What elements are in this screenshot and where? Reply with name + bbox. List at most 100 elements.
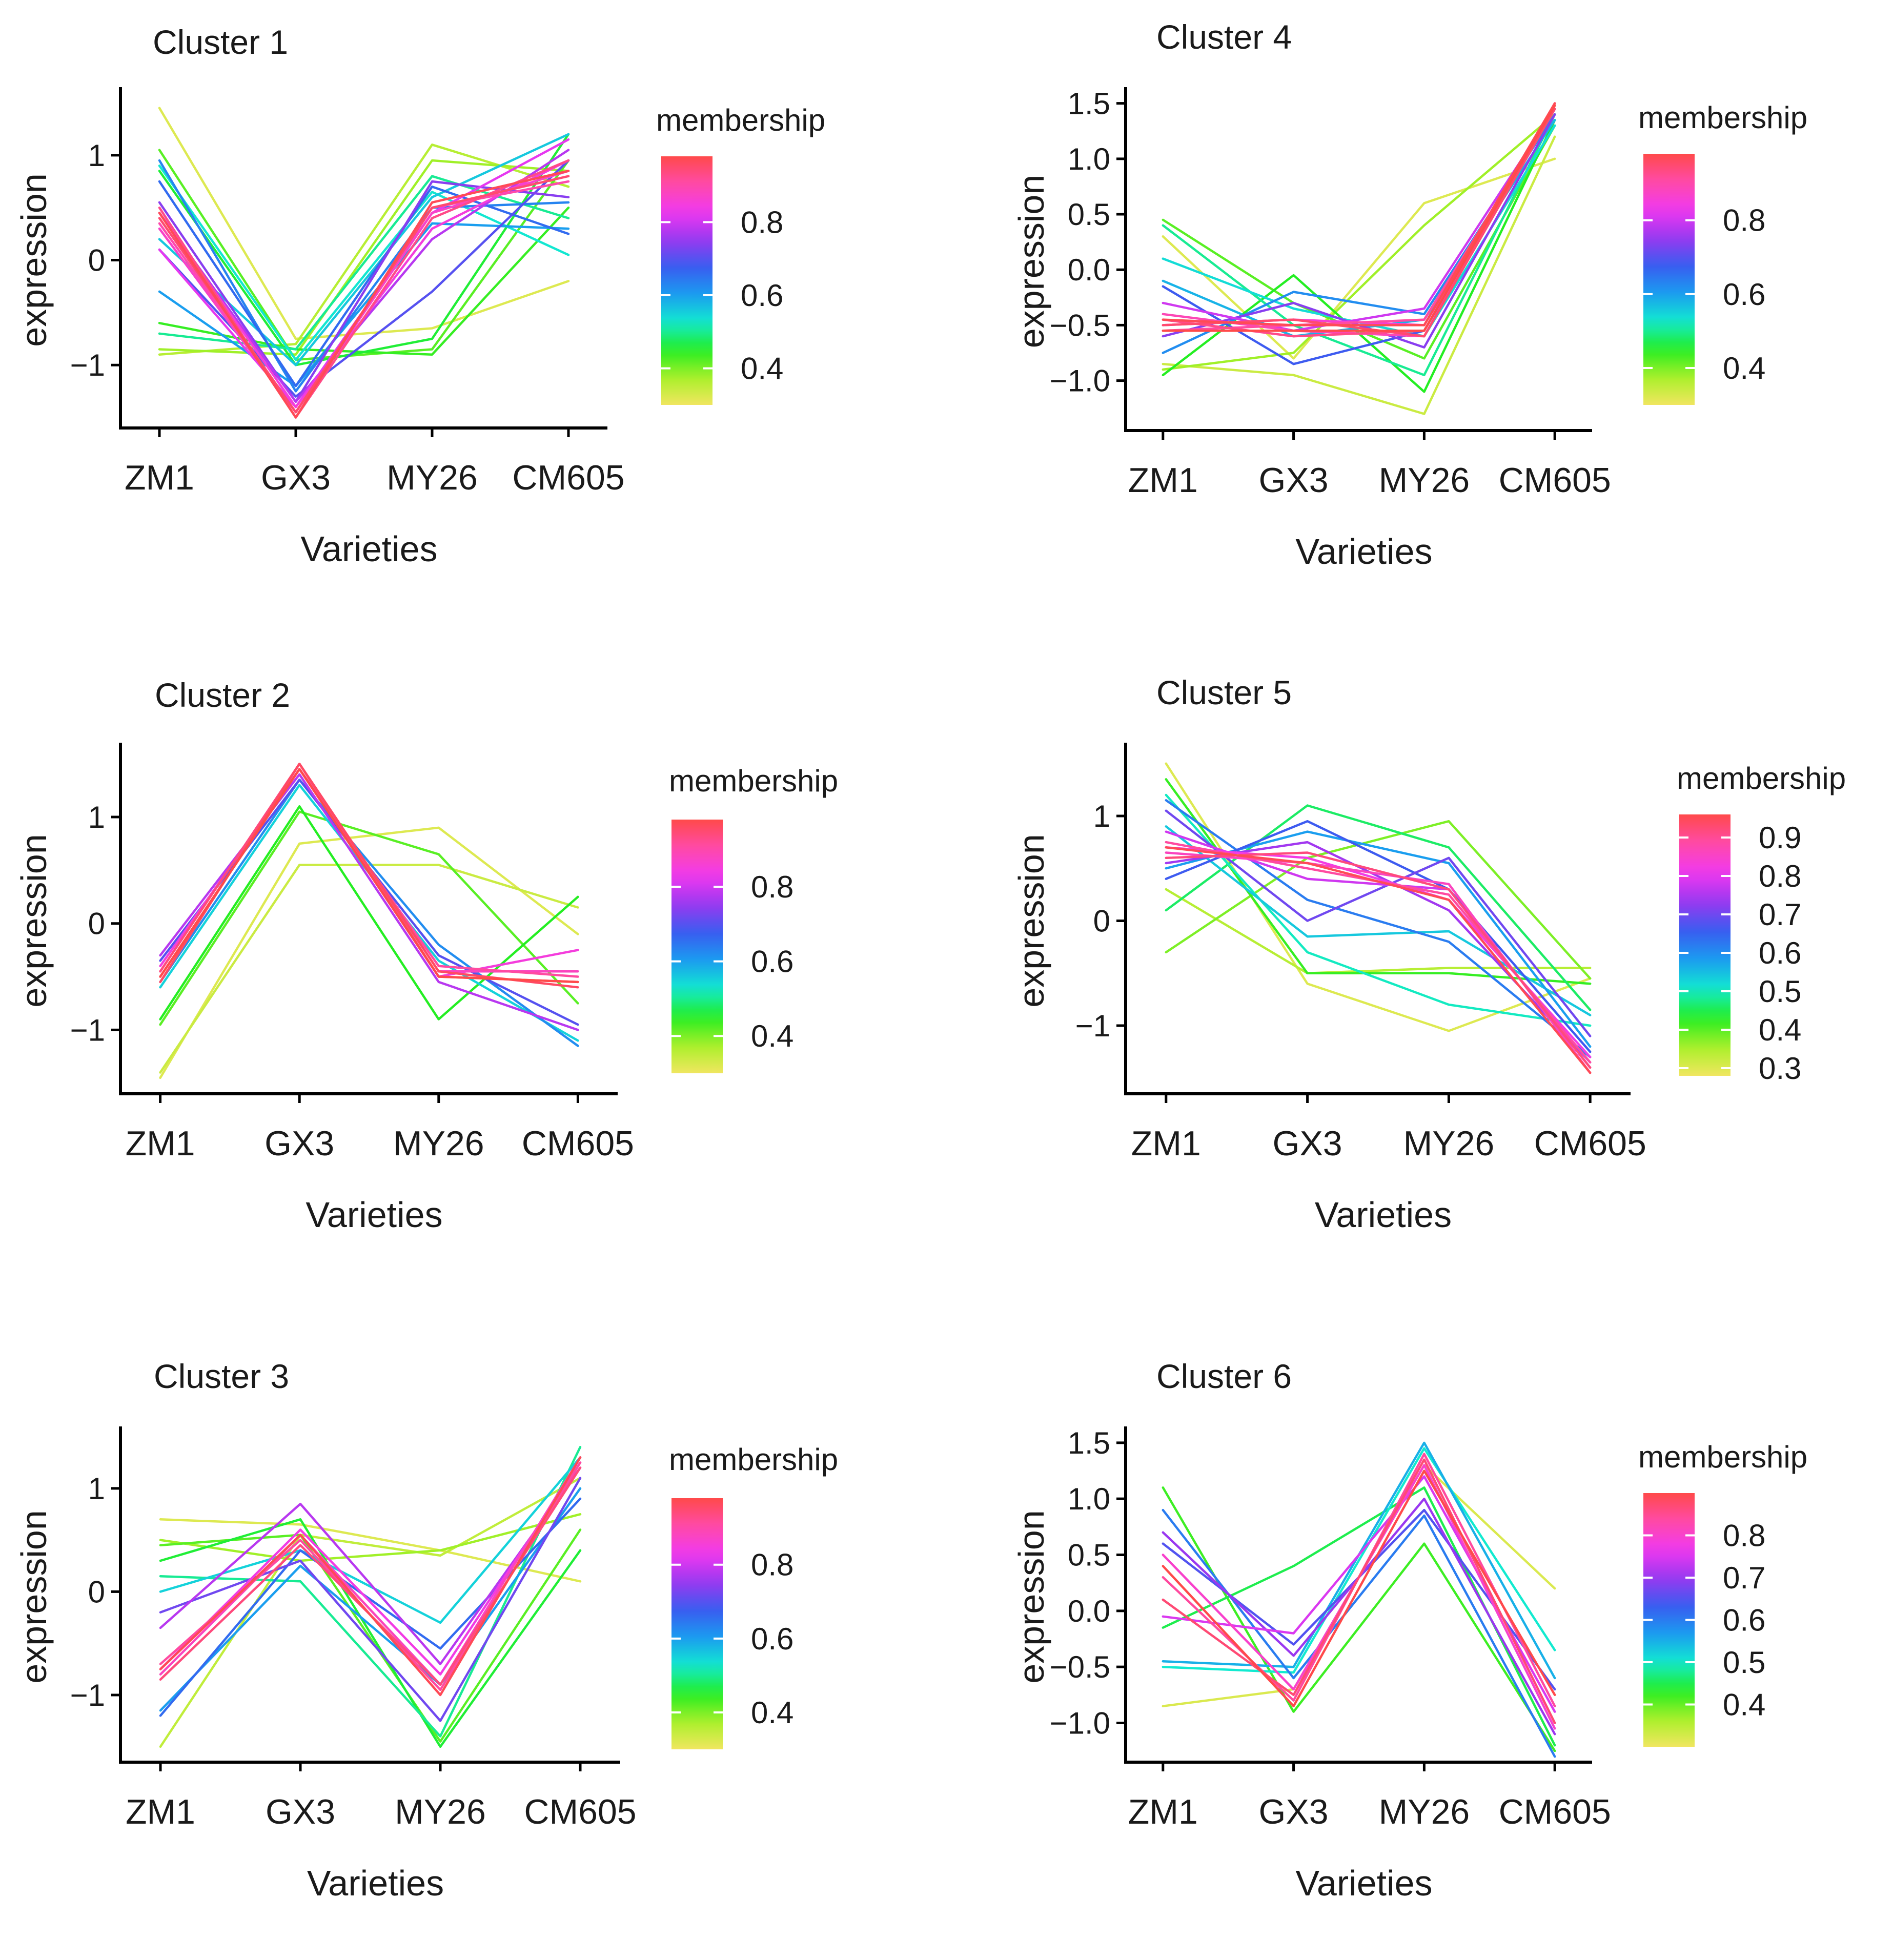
legend-tick-label: 0.8 [751,870,793,904]
series-line-9 [1162,1475,1556,1713]
legend-title: membership [669,764,838,798]
legend-tick-label: 0.4 [751,1696,793,1730]
series-line-2 [1162,135,1556,415]
x-tick-label: MY26 [395,1792,486,1831]
chart-panel-cluster-3: Cluster 3 1 0 −1 ZM1 GX3 MY26 CM605 Varieties exp… [0,1306,946,1959]
x-tick-label: CM605 [1534,1124,1646,1163]
series-line-6 [1165,793,1592,1027]
series-line-4 [1162,1447,1556,1674]
y-tick-label: 1.5 [1068,1426,1110,1460]
x-tick-label: MY26 [1379,1792,1470,1831]
chart-svg: Cluster 3 1 0 −1 ZM1 GX3 MY26 CM605 Varieties exp… [14,1357,838,1903]
x-tick-label: ZM1 [1131,1124,1201,1163]
y-tick-label: 0.0 [1068,253,1110,287]
series-line-12 [158,180,570,387]
legend-title: membership [669,1442,838,1477]
legend-tick-label: 0.8 [751,1548,793,1582]
series-line-13 [159,1456,582,1686]
y-tick-label: 0.0 [1068,1594,1110,1628]
series-line-12 [159,1461,582,1676]
chart-svg: Cluster 2 1 0 −1 ZM1 GX3 MY26 CM605 Varieties exp… [14,676,838,1235]
x-tick-label: ZM1 [1128,1792,1198,1831]
x-tick-label: GX3 [264,1124,334,1163]
y-tick-label: 1 [88,138,105,173]
series-line-16 [159,1456,582,1697]
x-tick-label: GX3 [1259,461,1329,500]
y-tick-label: −1 [70,1013,105,1047]
series-line-12 [1162,108,1556,332]
y-tick-label: −1 [1075,1009,1110,1043]
series-line-6 [159,1445,582,1738]
x-tick-label: GX3 [1259,1792,1329,1831]
chart-title: Cluster 6 [1156,1357,1292,1395]
legend-color-bar [661,156,713,405]
series-line-2 [1162,1486,1556,1752]
series-line-18 [1162,102,1556,326]
series-line-1 [1165,762,1592,1032]
series-line-11 [158,159,570,393]
chart-panel-cluster-2: Cluster 2 1 0 −1 ZM1 GX3 MY26 CM605 Varieties exp… [0,653,946,1306]
y-tick-label: −1 [70,348,105,382]
series-line-1 [158,107,570,340]
series-line-7 [159,779,579,1026]
chart-panel-cluster-1: Cluster 1 1 0 −1 ZM1 GX3 MY26 CM605 Varieties exp… [0,0,946,653]
y-tick-label: 0 [88,243,105,278]
y-tick-label: 0 [1093,904,1110,938]
axis-lines [1124,1426,1592,1764]
series-line-4 [158,149,570,361]
x-axis-title: Varieties [307,1863,444,1903]
series-line-4 [159,805,579,1020]
x-axis-title: Varieties [306,1195,442,1235]
chart-svg: Cluster 1 1 0 −1 ZM1 GX3 MY26 CM605 Varieties exp… [14,23,825,569]
x-tick-label: ZM1 [1128,461,1198,500]
x-tick-label: CM605 [522,1124,634,1163]
y-tick-label: 0 [88,907,105,941]
series-line-3 [159,1513,582,1562]
x-tick-label: MY26 [386,458,478,497]
legend-tick-label: 0.7 [1759,897,1801,932]
x-axis-title: Varieties [1295,1863,1432,1903]
series-line-17 [158,159,570,409]
series-line-1 [159,826,579,1079]
series-line-22 [158,170,570,419]
x-axis-title: Varieties [300,529,437,569]
y-tick-label: −1 [70,1678,105,1712]
x-tick-label: GX3 [261,458,331,497]
legend-title: membership [656,103,825,137]
series-line-7 [159,1456,582,1624]
y-tick-label: 1 [88,1472,105,1506]
chart-svg: Cluster 4 1.5 1.0 0.5 0.0 −0.5 −1.0 ZM1 GX3 MY26 C… [1011,18,1807,571]
axis-lines [119,1426,620,1764]
x-tick-label: ZM1 [125,458,194,497]
legend-tick-label: 0.9 [1759,821,1801,855]
legend-tick-label: 0.6 [1723,277,1765,312]
chart-panel-cluster-4: Cluster 4 1.5 1.0 0.5 0.0 −0.5 −1.0 ZM1 GX3 MY26 C… [946,0,1892,653]
x-axis-title: Varieties [1295,532,1432,571]
x-tick-label: MY26 [1379,461,1470,500]
legend-tick-label: 0.4 [1723,1688,1765,1722]
y-tick-label: −1.0 [1050,364,1110,398]
series-line-11 [159,1466,582,1665]
series-line-8 [158,165,570,361]
series-line-10 [159,1477,582,1722]
axis-lines [119,87,607,430]
legend-tick-label: 0.4 [1759,1013,1801,1047]
y-tick-label: 1 [1093,799,1110,833]
series-line-3 [159,810,579,1026]
chart-panel-cluster-5: Cluster 5 1 0 −1 ZM1 GX3 MY26 CM605 Varieties exp… [946,653,1892,1306]
series-line-2 [159,864,579,1074]
legend-color-bar [671,820,723,1073]
series-line-13 [158,159,570,398]
legend-tick-label: 0.7 [1723,1561,1765,1595]
chart-svg: Cluster 5 1 0 −1 ZM1 GX3 MY26 CM605 Varieties exp… [1011,673,1846,1235]
series-line-5 [159,1518,582,1748]
series-line-14 [1165,846,1592,1058]
series-line-1 [1162,157,1556,360]
chart-svg: Cluster 6 1.5 1.0 0.5 0.0 −0.5 −1.0 ZM1 GX3 MY26 C… [1011,1357,1807,1903]
x-tick-label: GX3 [266,1792,335,1831]
series-line-11 [1165,809,1592,1037]
y-axis-title: expression [14,173,54,347]
series-line-2 [1165,888,1592,975]
y-tick-label: 0.5 [1068,1538,1110,1573]
legend-title: membership [1638,1440,1807,1474]
